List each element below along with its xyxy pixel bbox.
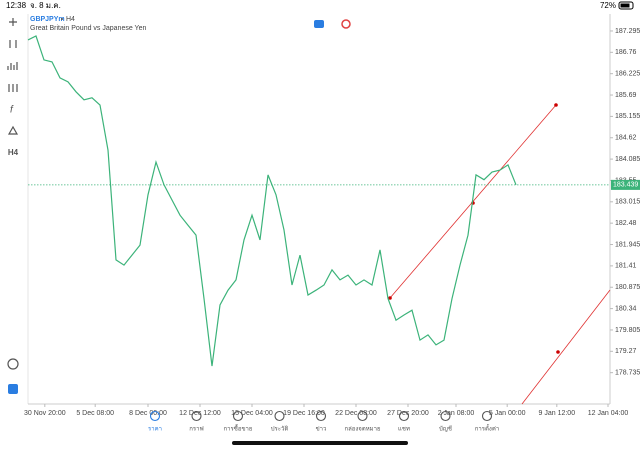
x-tick-label: 5 Dec 08:00 [76,410,114,417]
y-tick-label: 185.69 [615,92,637,99]
x-tick-label: 2 Jan 08:00 [438,410,475,417]
objects-tool[interactable] [7,125,19,135]
y-tick-label: 179.805 [615,327,640,334]
x-tick-label: 8 Dec 00:00 [129,410,167,417]
y-tick-label: 182.48 [615,220,637,227]
y-tick-label: 181.945 [615,241,640,248]
tab-label: กราฟ [189,426,203,433]
tab-icon [274,410,285,422]
y-tick-label: 185.155 [615,113,640,120]
tab-icon [440,410,451,422]
tab[interactable]: ประวัติ [271,410,289,433]
trade-button[interactable] [314,20,324,28]
trend-handle[interactable] [388,296,392,300]
tab[interactable]: ข่าว [315,410,327,433]
tab-icon [191,410,202,422]
y-tick-label: 186.76 [615,49,637,56]
subtitle: Great Britain Pound vs Japanese Yen [30,25,146,32]
tab-label: การตั้งค่า [475,423,499,433]
tab-label: แชท [398,426,410,433]
battery-level [620,3,630,8]
battery-text: 72% [600,1,616,10]
function-tool[interactable]: f [10,105,14,116]
tab[interactable]: กล่องจดหมาย [344,410,381,433]
separator-dot [61,18,63,20]
tab[interactable]: ราคา [148,410,162,433]
symbol: GBPJPYm [30,16,65,23]
home-indicator [232,441,408,445]
tab[interactable]: การซื้อขาย [224,410,253,433]
last-price-label: 183.439 [613,182,638,189]
status-date: จ. 8 ม.ค. [30,1,61,10]
x-tick-label: 30 Nov 20:00 [24,410,66,417]
timeframe-tool[interactable]: H4 [8,148,19,157]
tab-label: การซื้อขาย [224,423,253,433]
y-tick-label: 181.41 [615,263,637,270]
tab-label: กล่องจดหมาย [344,426,380,433]
tab[interactable]: การตั้งค่า [475,410,499,433]
y-tick-label: 184.62 [615,135,637,142]
tab[interactable]: บัญชี [439,410,452,433]
y-tick-label: 180.875 [615,284,640,291]
tab-icon [357,410,368,422]
tab-icon [149,410,161,422]
y-tick-label: 186.225 [615,71,640,78]
y-tick-label: 179.27 [615,348,637,355]
trend-lines [388,103,611,405]
last-price-box [611,179,640,190]
x-tick-label: 19 Dec 16:00 [283,410,325,417]
tab-icon [481,410,493,422]
y-tick-label: 184.085 [615,156,640,163]
tab-icon [398,410,410,422]
status-time: 12:38 [6,1,27,10]
tab[interactable]: กราฟ [189,410,204,433]
tab-label: ข่าว [316,426,327,433]
crosshair-tool[interactable] [9,18,17,26]
left-toolbar: f H4 [7,18,19,394]
indicators-tool[interactable] [7,62,18,70]
y-tick-label: 178.735 [615,370,640,377]
trend-handle[interactable] [554,103,558,107]
tab-icon [232,410,244,422]
tab-label: ราคา [148,426,162,433]
tab[interactable]: แชท [398,410,410,433]
tab-icon [315,410,327,422]
x-tick-label: 9 Jan 12:00 [539,410,576,417]
x-tick-label: 22 Dec 08:00 [335,410,377,417]
price-line [27,35,517,367]
y-tick-label: 180.34 [615,305,637,312]
oneclick-button[interactable] [341,19,351,29]
timeframe: H4 [66,16,75,23]
y-tick-label: 187.295 [615,28,640,35]
x-tick-label: 15 Dec 04:00 [231,410,273,417]
settings-tool[interactable] [8,84,18,92]
battery-icon [618,1,634,10]
signals-tool[interactable] [8,384,18,394]
analytics-tool[interactable] [7,358,19,370]
trend-handle[interactable] [556,350,560,354]
trend-line[interactable] [521,289,611,405]
chart-type-tool[interactable] [9,40,17,48]
tab-label: ประวัติ [271,426,289,433]
x-tick-label: 12 Jan 04:00 [588,410,629,417]
y-tick-label: 183.015 [615,199,640,206]
x-tick-label: 5 Jan 00:00 [489,410,526,417]
tab-label: บัญชี [439,425,452,433]
